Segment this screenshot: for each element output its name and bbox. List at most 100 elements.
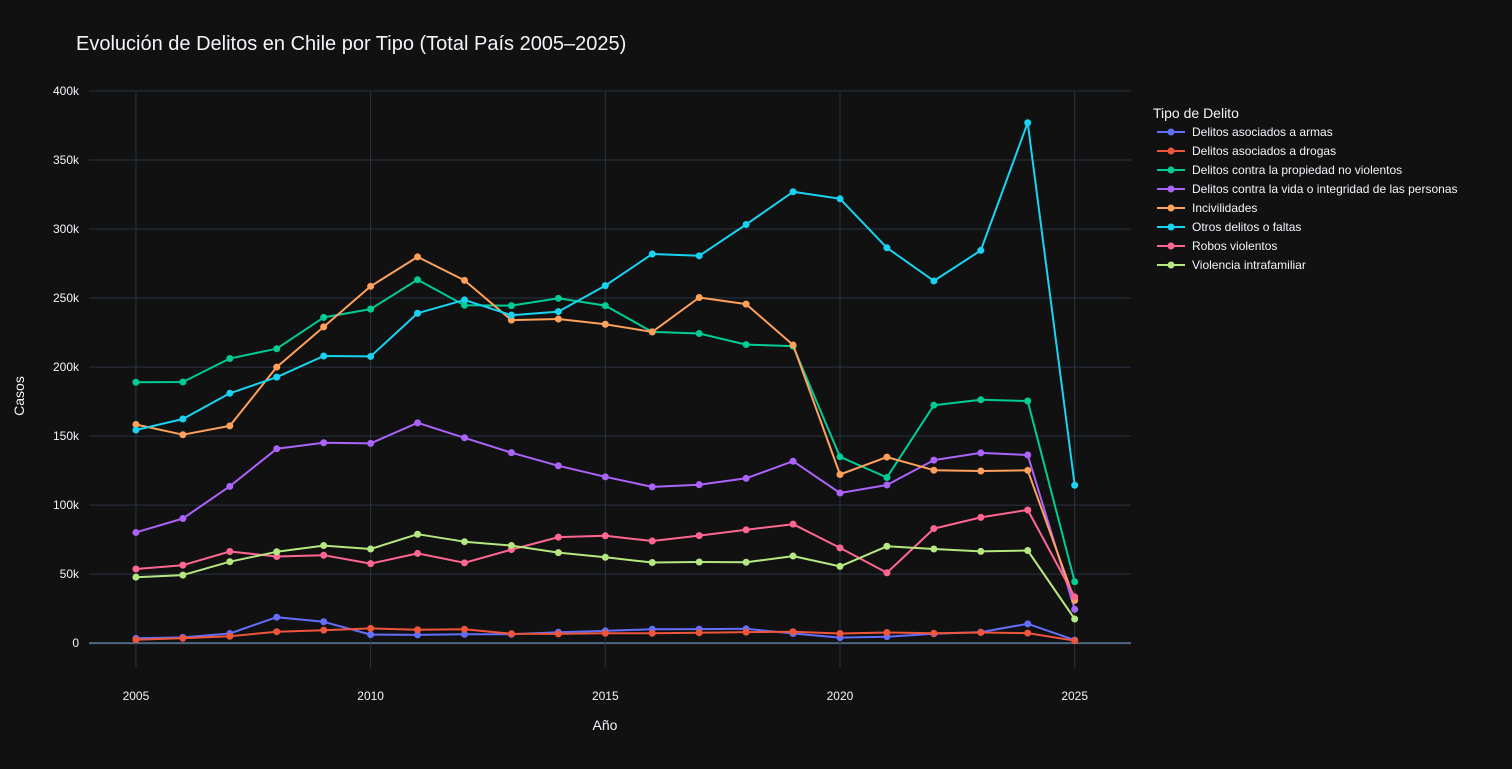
- legend-item[interactable]: Violencia intrafamiliar: [1157, 258, 1306, 272]
- data-point[interactable]: [1071, 578, 1079, 586]
- data-point[interactable]: [554, 308, 562, 316]
- data-point[interactable]: [742, 628, 750, 636]
- data-point[interactable]: [460, 301, 468, 309]
- data-point[interactable]: [179, 571, 187, 579]
- data-point[interactable]: [648, 328, 656, 336]
- data-point[interactable]: [179, 415, 187, 423]
- data-point[interactable]: [179, 515, 187, 523]
- data-point[interactable]: [930, 525, 938, 533]
- data-point[interactable]: [414, 419, 422, 427]
- data-point[interactable]: [1024, 547, 1032, 555]
- data-point[interactable]: [742, 220, 750, 228]
- data-point[interactable]: [367, 560, 375, 568]
- data-point[interactable]: [132, 426, 140, 434]
- data-point[interactable]: [367, 624, 375, 632]
- data-point[interactable]: [1071, 481, 1079, 489]
- data-point[interactable]: [601, 553, 609, 561]
- data-point[interactable]: [273, 345, 281, 353]
- data-point[interactable]: [836, 195, 844, 203]
- data-point[interactable]: [273, 548, 281, 556]
- data-point[interactable]: [742, 526, 750, 534]
- data-point[interactable]: [883, 244, 891, 252]
- data-point[interactable]: [179, 634, 187, 642]
- data-point[interactable]: [601, 320, 609, 328]
- data-point[interactable]: [836, 470, 844, 478]
- data-point[interactable]: [648, 483, 656, 491]
- data-point[interactable]: [414, 309, 422, 317]
- data-point[interactable]: [320, 626, 328, 634]
- data-point[interactable]: [179, 561, 187, 569]
- data-point[interactable]: [1024, 620, 1032, 628]
- data-point[interactable]: [836, 489, 844, 497]
- data-point[interactable]: [648, 537, 656, 545]
- data-point[interactable]: [507, 542, 515, 550]
- data-point[interactable]: [836, 453, 844, 461]
- data-point[interactable]: [179, 431, 187, 439]
- data-point[interactable]: [460, 434, 468, 442]
- data-point[interactable]: [977, 629, 985, 637]
- data-point[interactable]: [601, 532, 609, 540]
- data-point[interactable]: [789, 341, 797, 349]
- data-point[interactable]: [507, 311, 515, 319]
- data-point[interactable]: [226, 547, 234, 555]
- data-point[interactable]: [836, 629, 844, 637]
- data-point[interactable]: [1024, 451, 1032, 459]
- data-point[interactable]: [789, 552, 797, 560]
- data-point[interactable]: [414, 549, 422, 557]
- data-point[interactable]: [695, 252, 703, 260]
- data-point[interactable]: [460, 630, 468, 638]
- data-point[interactable]: [977, 547, 985, 555]
- data-point[interactable]: [226, 558, 234, 566]
- data-point[interactable]: [132, 565, 140, 573]
- data-point[interactable]: [601, 302, 609, 310]
- data-point[interactable]: [1071, 605, 1079, 613]
- data-point[interactable]: [695, 532, 703, 540]
- data-point[interactable]: [132, 573, 140, 581]
- data-point[interactable]: [1024, 506, 1032, 514]
- data-point[interactable]: [554, 630, 562, 638]
- data-point[interactable]: [226, 632, 234, 640]
- data-point[interactable]: [930, 277, 938, 285]
- data-point[interactable]: [1071, 637, 1079, 645]
- data-point[interactable]: [648, 559, 656, 567]
- data-point[interactable]: [507, 630, 515, 638]
- data-point[interactable]: [930, 629, 938, 637]
- data-point[interactable]: [742, 341, 750, 349]
- data-point[interactable]: [226, 389, 234, 397]
- data-point[interactable]: [648, 629, 656, 637]
- data-point[interactable]: [132, 636, 140, 644]
- data-point[interactable]: [273, 445, 281, 453]
- data-point[interactable]: [601, 629, 609, 637]
- data-point[interactable]: [460, 538, 468, 546]
- data-point[interactable]: [414, 626, 422, 634]
- data-point[interactable]: [789, 628, 797, 636]
- data-point[interactable]: [414, 631, 422, 639]
- data-point[interactable]: [554, 462, 562, 470]
- data-point[interactable]: [460, 276, 468, 284]
- data-point[interactable]: [554, 315, 562, 323]
- data-point[interactable]: [507, 449, 515, 457]
- data-point[interactable]: [554, 533, 562, 541]
- data-point[interactable]: [320, 323, 328, 331]
- data-point[interactable]: [695, 294, 703, 302]
- data-point[interactable]: [367, 439, 375, 447]
- data-point[interactable]: [507, 316, 515, 324]
- data-point[interactable]: [132, 378, 140, 386]
- legend-item[interactable]: Incivilidades: [1157, 201, 1257, 215]
- data-point[interactable]: [742, 300, 750, 308]
- legend-item[interactable]: Delitos asociados a armas: [1157, 125, 1333, 139]
- legend-item[interactable]: Delitos contra la vida o integridad de l…: [1157, 182, 1458, 196]
- data-point[interactable]: [883, 474, 891, 482]
- legend-item[interactable]: Delitos contra la propiedad no violentos: [1157, 163, 1402, 177]
- data-point[interactable]: [930, 466, 938, 474]
- data-point[interactable]: [226, 422, 234, 430]
- data-point[interactable]: [1071, 593, 1079, 601]
- data-point[interactable]: [836, 562, 844, 570]
- data-point[interactable]: [789, 188, 797, 196]
- data-point[interactable]: [179, 378, 187, 386]
- data-point[interactable]: [977, 449, 985, 457]
- legend-item[interactable]: Delitos asociados a drogas: [1157, 144, 1336, 158]
- data-point[interactable]: [742, 558, 750, 566]
- data-point[interactable]: [930, 401, 938, 409]
- data-point[interactable]: [367, 305, 375, 313]
